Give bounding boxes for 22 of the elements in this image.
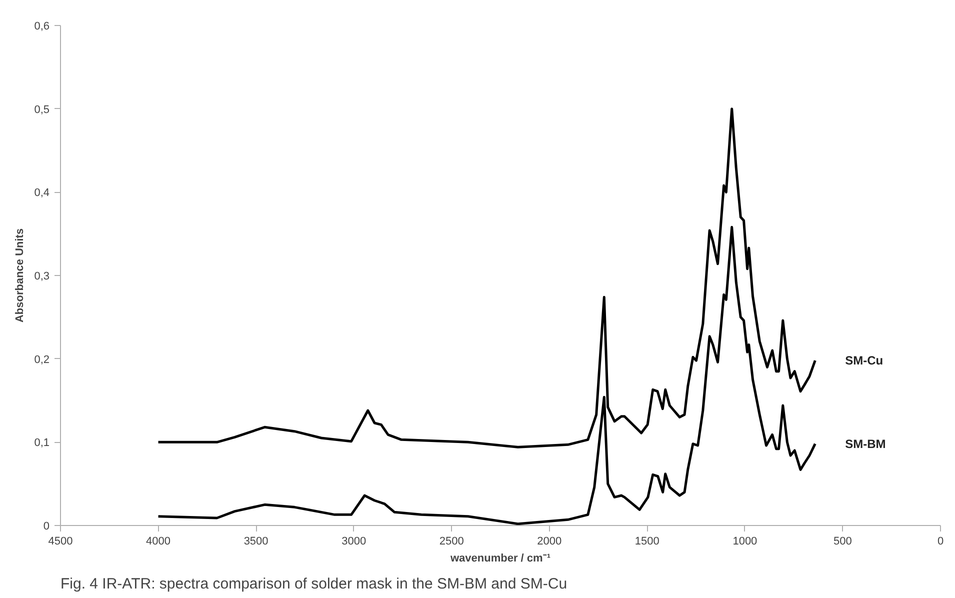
- x-tick-label: 4000: [146, 536, 171, 548]
- y-tick-label: 0,2: [34, 354, 50, 366]
- x-tick-label: 1500: [634, 536, 660, 548]
- x-tick-label: 0: [937, 536, 944, 548]
- caption: Fig. 4 IR-ATR: spectra comparison of solder mask in the SM-BM and SM-Cu: [60, 576, 568, 592]
- x-tick-label: 1000: [732, 536, 758, 548]
- y-tick-label: 0: [43, 520, 50, 532]
- y-axis-title: Absorbance Units: [14, 228, 26, 323]
- y-tick-label: 0,4: [34, 187, 50, 200]
- y-tick-label: 0,1: [34, 437, 50, 450]
- x-tick-label: 2000: [537, 536, 562, 548]
- x-axis-title: wavenumber / cm⁻¹: [450, 552, 551, 564]
- text: SM-BM: [845, 436, 886, 451]
- text: SM-Cu: [845, 354, 884, 368]
- y-tick-label: 0,5: [34, 104, 50, 116]
- x-tick-label: 4500: [48, 536, 73, 548]
- y-tick-label: 0,6: [34, 20, 50, 32]
- y-tick-label: 0,3: [34, 270, 50, 282]
- x-tick-label: 3500: [244, 536, 268, 548]
- x-tick-label: 3000: [342, 536, 366, 548]
- x-tick-label: 2500: [439, 536, 464, 548]
- x-tick-label: 500: [834, 536, 852, 548]
